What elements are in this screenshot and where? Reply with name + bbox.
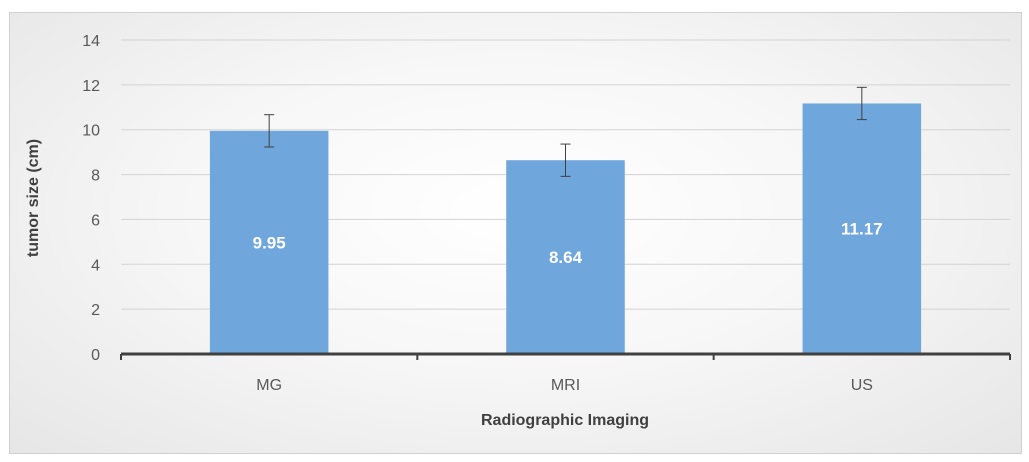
y-tick-label: 0 xyxy=(91,347,100,364)
y-tick-label: 6 xyxy=(91,212,100,229)
bars xyxy=(209,103,922,354)
bar xyxy=(802,103,922,354)
y-axis-title: tumor size (cm) xyxy=(25,139,42,257)
data-labels: 9.95 8.64 11.17 xyxy=(253,220,883,267)
y-axis-ticks: 0 2 4 6 8 10 12 14 xyxy=(82,33,100,364)
y-tick-label: 8 xyxy=(91,168,100,185)
x-tick-label: MRI xyxy=(551,377,580,394)
bar xyxy=(506,160,625,354)
x-axis-title: Radiographic Imaging xyxy=(481,412,649,429)
data-label: 9.95 xyxy=(253,233,286,252)
x-tick-label: US xyxy=(851,377,873,394)
x-axis-ticks: MG MRI US xyxy=(256,377,873,394)
data-label: 8.64 xyxy=(549,248,583,267)
x-axis xyxy=(120,352,1011,360)
bar xyxy=(209,130,329,354)
y-tick-label: 10 xyxy=(82,123,100,140)
x-tick-label: MG xyxy=(256,377,282,394)
y-tick-label: 2 xyxy=(91,302,100,319)
error-bars xyxy=(264,86,867,177)
y-tick-label: 4 xyxy=(91,257,100,274)
y-tick-label: 12 xyxy=(82,78,100,95)
y-tick-label: 14 xyxy=(82,33,100,50)
data-label: 11.17 xyxy=(841,220,883,239)
